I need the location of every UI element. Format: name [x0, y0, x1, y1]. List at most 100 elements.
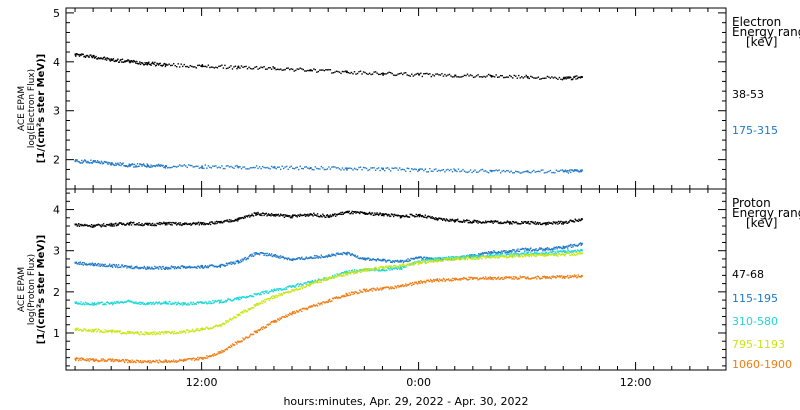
data-point: [90, 303, 92, 306]
data-point: [436, 259, 439, 262]
data-point: [308, 282, 311, 284]
data-point: [326, 214, 329, 216]
data-point: [385, 269, 387, 271]
data-point: [375, 267, 378, 270]
data-point: [379, 212, 381, 214]
data-point: [512, 277, 514, 280]
data-point: [380, 214, 383, 217]
data-point: [124, 265, 126, 267]
data-point: [552, 221, 555, 223]
data-point: [100, 226, 103, 228]
data-point: [399, 285, 401, 287]
data-point: [438, 258, 440, 261]
data-point: [477, 171, 479, 173]
data-point: [322, 279, 324, 281]
data-point: [164, 300, 167, 303]
data-point: [462, 256, 464, 259]
data-point: [86, 358, 88, 360]
data-point: [135, 361, 137, 364]
data-point: [344, 211, 347, 214]
data-point: [405, 259, 408, 261]
data-point: [108, 264, 110, 267]
data-point: [201, 165, 204, 168]
data-point: [190, 266, 192, 268]
data-point: [307, 306, 310, 308]
data-point: [523, 254, 525, 256]
data-point: [245, 310, 247, 312]
data-point: [476, 258, 479, 260]
data-point: [131, 60, 133, 62]
data-point: [371, 258, 374, 260]
data-point: [182, 359, 184, 361]
data-point: [88, 162, 91, 164]
data-point: [574, 254, 576, 256]
data-point: [514, 275, 516, 278]
data-point: [137, 332, 139, 334]
data-point: [392, 167, 395, 170]
data-point: [496, 170, 499, 172]
data-point: [319, 69, 321, 71]
data-point: [132, 267, 134, 269]
data-point: [409, 264, 411, 266]
data-point: [490, 255, 493, 258]
data-point: [76, 302, 78, 304]
data-point: [117, 163, 120, 166]
data-point: [371, 212, 373, 214]
data-point: [307, 257, 310, 259]
data-point: [565, 220, 567, 223]
data-point: [569, 76, 571, 78]
data-point: [517, 248, 519, 250]
data-point: [468, 170, 470, 173]
data-point: [131, 222, 133, 224]
data-point: [199, 301, 201, 303]
data-point: [265, 326, 268, 329]
data-point: [221, 264, 223, 266]
data-point: [572, 219, 574, 222]
data-point: [177, 223, 179, 225]
data-point: [161, 165, 164, 167]
data-point: [137, 165, 139, 168]
data-point: [383, 213, 386, 216]
data-point: [326, 301, 329, 304]
data-point: [215, 222, 217, 225]
data-point: [97, 262, 100, 265]
data-point: [269, 298, 271, 300]
data-point: [225, 348, 228, 350]
data-point: [383, 73, 386, 75]
data-point: [176, 331, 179, 334]
data-point: [272, 295, 274, 297]
data-point: [505, 222, 507, 224]
data-point: [115, 164, 118, 166]
data-point: [400, 216, 402, 219]
data-point: [241, 216, 243, 219]
data-point: [227, 221, 230, 223]
data-point: [350, 293, 352, 295]
data-point: [113, 359, 115, 361]
data-point: [345, 270, 348, 273]
data-point: [389, 286, 392, 288]
data-point: [76, 225, 78, 227]
data-point: [289, 291, 292, 293]
data-point: [95, 304, 97, 306]
data-point: [151, 360, 154, 363]
data-point: [567, 252, 570, 254]
data-point: [466, 258, 469, 261]
data-point: [227, 165, 229, 167]
data-point: [196, 267, 198, 269]
data-point: [423, 73, 425, 75]
data-point: [341, 253, 344, 256]
data-point: [414, 168, 416, 170]
data-point: [192, 66, 194, 68]
data-point: [224, 301, 226, 303]
data-point: [402, 168, 404, 171]
data-point: [400, 168, 402, 171]
data-point: [576, 245, 579, 247]
data-point: [552, 275, 555, 277]
data-point: [364, 71, 366, 74]
data-point: [249, 254, 252, 256]
data-point: [185, 223, 187, 225]
data-point: [515, 221, 517, 223]
data-point: [263, 214, 265, 217]
data-point: [523, 221, 525, 223]
data-point: [145, 63, 147, 65]
